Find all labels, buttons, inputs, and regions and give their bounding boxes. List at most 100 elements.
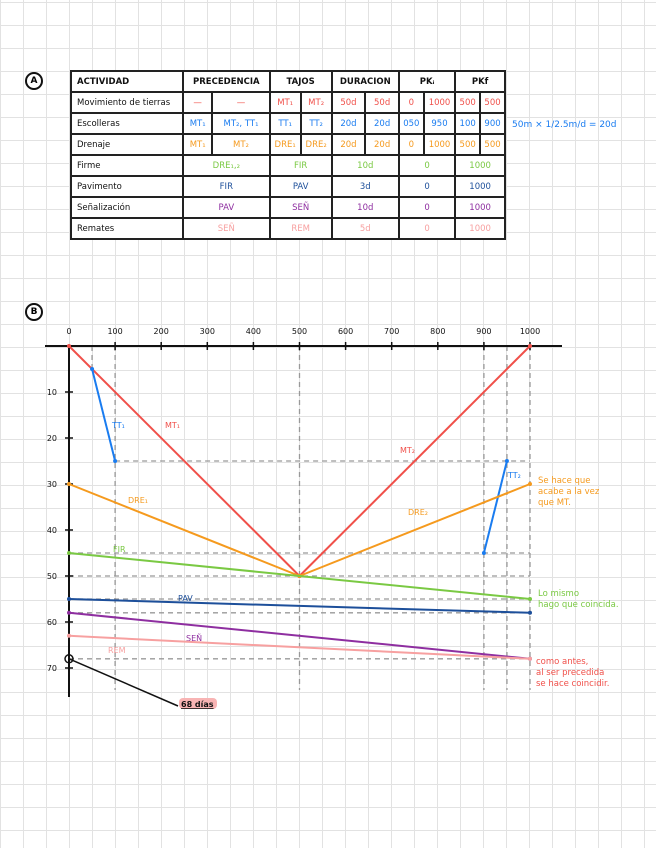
x-tick-label: 200 <box>154 327 169 336</box>
chart-annotation: que MT. <box>538 498 571 508</box>
duracion-cell: 20d <box>330 133 367 156</box>
x-tick-label: 300 <box>200 327 215 336</box>
tajos-cell: DRE₂ <box>299 133 333 156</box>
pki-cell: 0 <box>397 133 425 156</box>
table-row: Escolleras MT₁ MT₂, TT₁ TT₁ TT₂ 20d 20d 050 950 1… <box>70 112 506 135</box>
tajos-cell: MT₂ <box>299 91 333 114</box>
series-point <box>90 367 95 371</box>
pkf-cell: 900 <box>479 112 506 135</box>
pki-cell: 0 <box>397 154 457 177</box>
activity-name: Señalización <box>70 196 184 219</box>
series-label: REM <box>108 646 126 655</box>
tajos-cell: FIR <box>268 154 333 177</box>
chart-annotation: Se hace que <box>538 476 591 486</box>
precedencia-cell: — <box>211 91 271 114</box>
total-highlight <box>179 698 217 709</box>
activity-name: Escolleras <box>70 112 184 135</box>
duracion-cell: 10d <box>330 154 400 177</box>
pki-cell: 0 <box>397 217 457 240</box>
series-label: PAV <box>178 594 193 603</box>
series-label: TT₁ <box>111 421 125 430</box>
precedencia-cell: MT₁ <box>181 133 214 156</box>
series-point <box>67 633 71 638</box>
precedencia-cell: MT₂ <box>211 133 271 156</box>
end-marker <box>64 654 74 664</box>
pkf-cell: 1000 <box>454 154 506 177</box>
series-label: DRE₂ <box>408 508 428 517</box>
x-tick-label: 400 <box>246 327 261 336</box>
duracion-cell: 3d <box>330 175 400 198</box>
series-line-4 <box>68 483 300 577</box>
duracion-cell: 50d <box>330 91 367 114</box>
series-line-7 <box>68 598 531 614</box>
y-tick-label: 40 <box>47 526 57 535</box>
column-header: PRECEDENCIA <box>182 70 271 93</box>
y-tick-label: 10 <box>47 388 57 397</box>
series-point <box>528 344 532 348</box>
series-point <box>67 610 71 615</box>
x-tick-label: 1000 <box>520 327 540 336</box>
tajos-cell: DRE₁ <box>268 133 302 156</box>
series-label: TT₂ <box>507 471 521 480</box>
chart-annotation: Lo mismo <box>538 589 579 599</box>
duracion-cell: 20d <box>364 133 400 156</box>
pkf-cell: 100 <box>454 112 482 135</box>
activity-name: Firme <box>70 154 184 177</box>
pkf-cell: 1000 <box>454 217 506 240</box>
x-tick-label: 800 <box>430 327 445 336</box>
precedencia-cell: SEÑ <box>182 217 271 240</box>
activity-name: Movimiento de tierras <box>70 91 184 114</box>
section-b-marker: B <box>25 303 43 321</box>
series-label: DRE₁ <box>128 496 148 505</box>
y-tick-label: 20 <box>47 434 57 443</box>
table-row: Señalización PAV SEÑ 10d 0 1000 <box>70 196 506 219</box>
pkf-cell: 500 <box>454 91 482 114</box>
pki-cell: 0 <box>397 196 457 219</box>
activity-name: Pavimento <box>70 175 184 198</box>
duracion-cell: 5d <box>330 217 400 240</box>
series-point <box>528 610 532 615</box>
series-line-6 <box>68 552 531 600</box>
series-line-3 <box>482 460 508 554</box>
series-line-9 <box>68 634 531 660</box>
duration-annotation: 50m × 1/2.5m/d = 20d <box>512 120 617 130</box>
series-point <box>481 551 486 555</box>
table-row: Drenaje MT₁ MT₂ DRE₁ DRE₂ 20d 20d 0 1000 500 500 <box>70 133 506 156</box>
table-header-row: ACTIVIDAD PRECEDENCIA TAJOS DURACION PKᵢ PKf <box>70 70 506 93</box>
series-point <box>113 459 118 463</box>
precedencia-cell: MT₁ <box>181 112 214 135</box>
tajos-cell: TT₂ <box>299 112 333 135</box>
chart-annotation: al ser precedida <box>536 668 604 678</box>
tajos-cell: REM <box>268 217 333 240</box>
column-header: TAJOS <box>268 70 333 93</box>
column-header: DURACION <box>330 70 400 93</box>
pkf-cell: 500 <box>479 91 506 114</box>
x-tick-label: 600 <box>338 327 353 336</box>
duracion-cell: 20d <box>364 112 400 135</box>
series-point <box>528 482 532 486</box>
series-point <box>504 459 509 463</box>
series-point <box>67 482 71 486</box>
series-line-5 <box>299 483 531 577</box>
series-point <box>67 597 71 601</box>
x-tick-label: 700 <box>384 327 399 336</box>
section-a-marker: A <box>25 72 43 90</box>
series-line-8 <box>68 611 531 660</box>
pki-cell: 1000 <box>422 91 457 114</box>
series-line-1 <box>298 345 531 577</box>
x-tick-label: 100 <box>107 327 122 336</box>
column-header: PKf <box>454 70 506 93</box>
total-arrow <box>68 658 179 707</box>
pkf-cell: 500 <box>454 133 482 156</box>
precedencia-cell: MT₂, TT₁ <box>211 112 271 135</box>
duracion-cell: 50d <box>364 91 400 114</box>
series-label: MT₂ <box>400 446 415 455</box>
precedencia-cell: DRE₁,₂ <box>182 154 271 177</box>
precedencia-cell: PAV <box>182 196 271 219</box>
pkf-cell: 1000 <box>454 196 506 219</box>
tajos-cell: MT₁ <box>268 91 302 114</box>
pki-cell: 0 <box>397 175 457 198</box>
series-point <box>67 344 71 348</box>
series-label: MT₁ <box>165 421 180 430</box>
